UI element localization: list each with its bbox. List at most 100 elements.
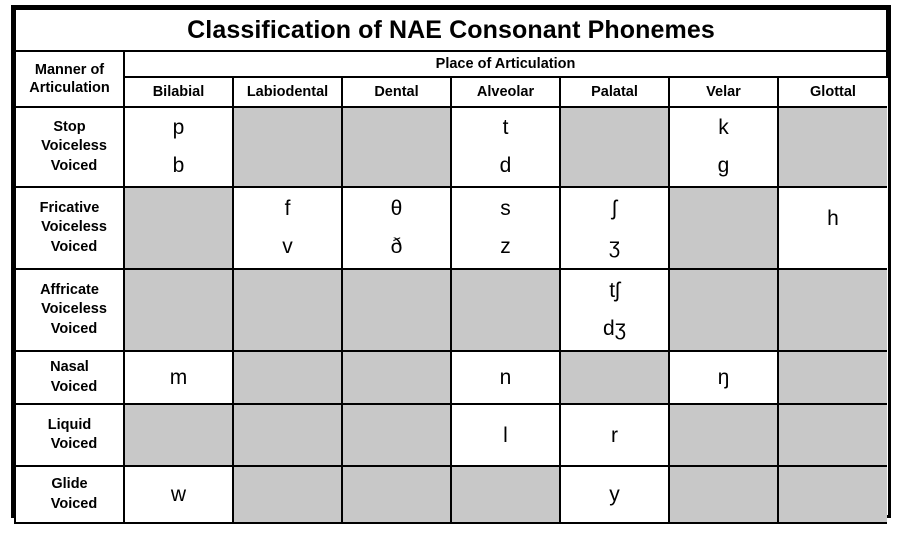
corner-label-line2: Articulation [29, 80, 110, 96]
phoneme-stack: tʃ dʒ [561, 270, 668, 350]
phoneme-cell-liquid-labiodental [232, 403, 343, 467]
phoneme-voiceless: tʃ [609, 279, 620, 302]
manner-of-articulation-header: Manner of Articulation [14, 50, 125, 108]
phoneme-cell-fricative-velar [668, 186, 779, 270]
phoneme-voiced: l [503, 423, 508, 447]
phoneme-stack: w [125, 467, 232, 522]
phoneme-voiceless: ʃ [612, 197, 617, 220]
phoneme-voiced: z [500, 235, 511, 258]
phoneme-voiced: d [499, 154, 512, 177]
phoneme-cell-nasal-glottal [777, 350, 887, 405]
voicing-label: Voiceless [41, 138, 107, 155]
place-header-dental: Dental [341, 76, 452, 108]
phoneme-voiced: n [499, 366, 512, 389]
phoneme-stack: h [779, 188, 887, 268]
phoneme-voiced: ʒ [608, 235, 621, 258]
phoneme-voiceless: f [284, 197, 291, 220]
phoneme-voiceless: p [172, 116, 185, 139]
phoneme-stack: l [452, 405, 559, 465]
phoneme-stack: r [561, 405, 668, 465]
phoneme-cell-affricate-glottal [777, 268, 887, 352]
place-header-palatal: Palatal [559, 76, 670, 108]
phoneme-cell-stop-labiodental [232, 106, 343, 188]
phoneme-cell-liquid-velar [668, 403, 779, 467]
manner-name: Fricative [39, 200, 100, 217]
phoneme-voiced: y [609, 483, 620, 506]
place-header-velar: Velar [668, 76, 779, 108]
phoneme-cell-fricative-glottal: h [777, 186, 887, 270]
phoneme-cell-affricate-dental [341, 268, 452, 352]
header-group-row: Manner of Articulation Place of Articula… [14, 50, 888, 108]
consonant-classification-table: Classification of NAE Consonant Phonemes… [14, 8, 888, 524]
voicing-label: Voiced [50, 238, 98, 255]
chart-title: Classification of NAE Consonant Phonemes [14, 8, 888, 52]
table-row: Glide Voiced w y [14, 465, 887, 524]
phoneme-cell-nasal-labiodental [232, 350, 343, 405]
phoneme-cell-nasal-palatal [559, 350, 670, 405]
phoneme-voiced: b [172, 154, 185, 177]
phoneme-voiced: v [282, 235, 293, 258]
phoneme-voiced: r [611, 423, 618, 447]
place-of-articulation-header: Place of Articulation [123, 50, 888, 78]
manner-name: Liquid [47, 416, 92, 433]
table-row: Stop Voiceless Voiced p b t d k g [14, 106, 887, 188]
place-header-alveolar: Alveolar [450, 76, 561, 108]
phoneme-cell-glide-dental [341, 465, 452, 524]
phoneme-stack: n [452, 352, 559, 403]
phoneme-cell-liquid-palatal: r [559, 403, 670, 467]
table-row: Affricate Voiceless Voiced tʃ dʒ [14, 268, 887, 352]
corner-label-line1: Manner of [34, 61, 105, 78]
title-row: Classification of NAE Consonant Phonemes [14, 8, 888, 52]
phoneme-cell-glide-palatal: y [559, 465, 670, 524]
phoneme-chart: Classification of NAE Consonant Phonemes… [11, 5, 891, 524]
phoneme-voiceless: k [718, 116, 729, 139]
place-header-labiodental: Labiodental [232, 76, 343, 108]
phoneme-cell-glide-labiodental [232, 465, 343, 524]
table-row: Nasal Voiced m n ŋ [14, 350, 887, 405]
manner-label-affricate: Affricate Voiceless Voiced [14, 268, 125, 352]
voicing-label: Voiced [50, 157, 98, 174]
phoneme-cell-stop-palatal [559, 106, 670, 188]
phoneme-cell-liquid-alveolar: l [450, 403, 561, 467]
phoneme-cell-affricate-bilabial [123, 268, 234, 352]
phoneme-voiced: w [170, 483, 187, 506]
phoneme-cell-nasal-bilabial: m [123, 350, 234, 405]
phoneme-stack: m [125, 352, 232, 403]
phoneme-voiced [779, 246, 887, 247]
phoneme-cell-liquid-bilabial [123, 403, 234, 467]
phoneme-cell-glide-bilabial: w [123, 465, 234, 524]
phoneme-cell-nasal-alveolar: n [450, 350, 561, 405]
phoneme-voiced: ð [390, 235, 403, 258]
manner-label-liquid: Liquid Voiced [14, 403, 125, 467]
voicing-label: Voiced [50, 378, 98, 395]
manner-label-stop: Stop Voiceless Voiced [14, 106, 125, 188]
phoneme-cell-nasal-velar: ŋ [668, 350, 779, 405]
voicing-label: Voiced [50, 436, 98, 452]
phoneme-voiceless: θ [390, 197, 403, 220]
manner-label-fricative: Fricative Voiceless Voiced [14, 186, 125, 270]
manner-label-glide: Glide Voiced [14, 465, 125, 524]
voicing-label: Voiced [50, 320, 98, 337]
phoneme-stack: ŋ [670, 352, 777, 403]
phoneme-voiced: dʒ [602, 317, 627, 340]
phoneme-cell-glide-glottal [777, 465, 887, 524]
phoneme-cell-glide-velar [668, 465, 779, 524]
manner-name: Affricate [40, 282, 99, 299]
table-row: Fricative Voiceless Voiced f v θ ð s z ʃ ʒ h [14, 186, 887, 270]
place-header-glottal: Glottal [777, 76, 887, 108]
phoneme-cell-liquid-glottal [777, 403, 887, 467]
phoneme-cell-liquid-dental [341, 403, 452, 467]
phoneme-cell-stop-dental [341, 106, 452, 188]
